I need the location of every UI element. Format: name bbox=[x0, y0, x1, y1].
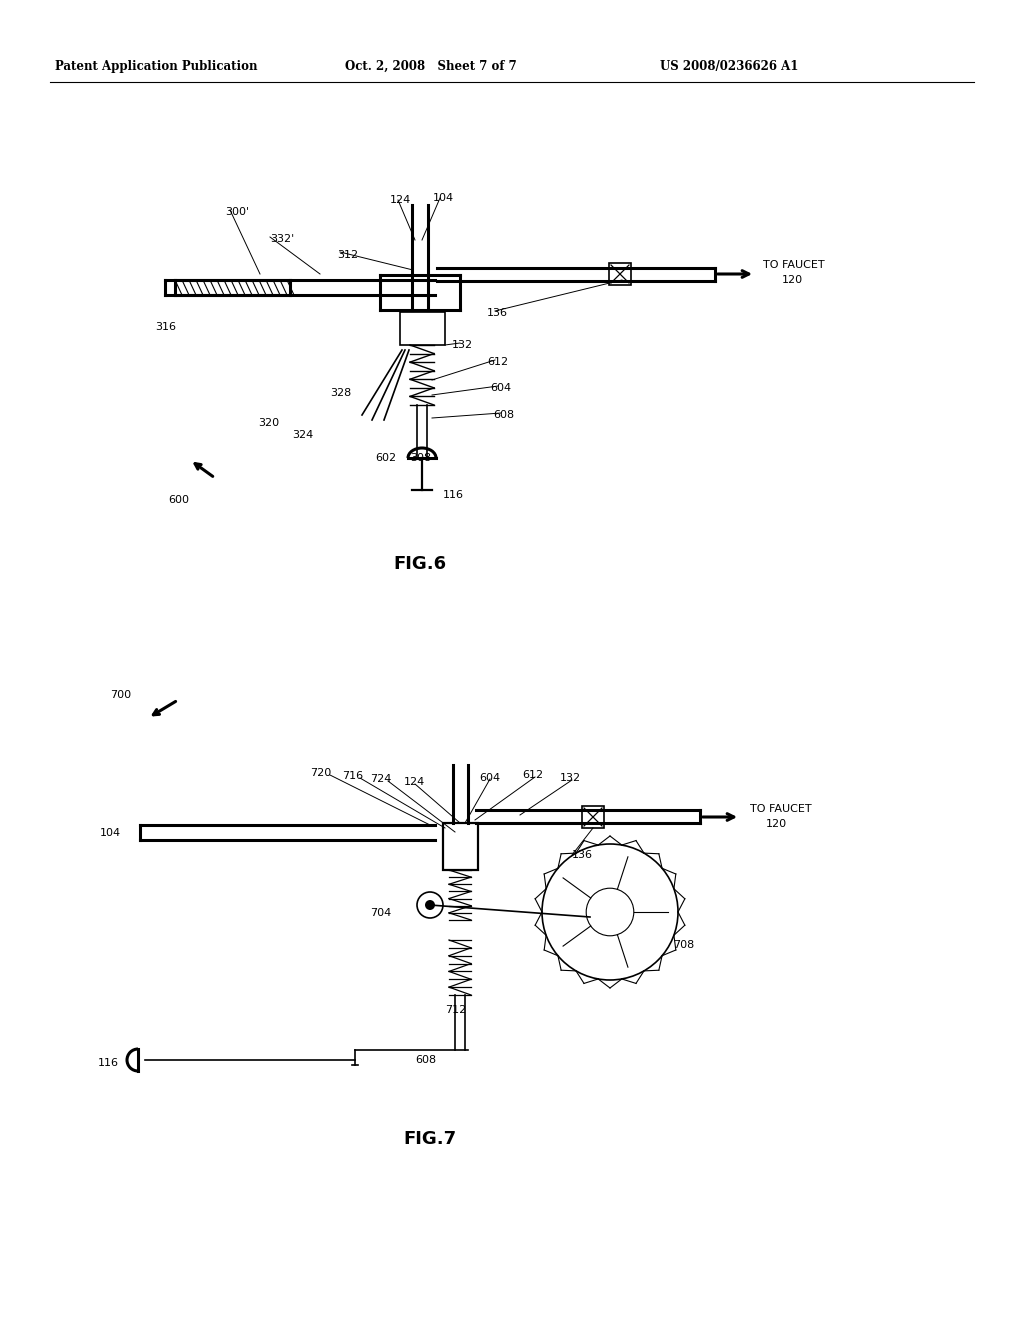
Text: 612: 612 bbox=[487, 356, 508, 367]
Text: US 2008/0236626 A1: US 2008/0236626 A1 bbox=[660, 59, 799, 73]
Circle shape bbox=[425, 900, 435, 909]
Text: TO FAUCET: TO FAUCET bbox=[763, 260, 824, 271]
Text: 124: 124 bbox=[390, 195, 412, 205]
Text: 600: 600 bbox=[168, 495, 189, 506]
Text: 712: 712 bbox=[445, 1005, 466, 1015]
Text: Oct. 2, 2008   Sheet 7 of 7: Oct. 2, 2008 Sheet 7 of 7 bbox=[345, 59, 517, 73]
Text: 116: 116 bbox=[443, 490, 464, 500]
Text: 116: 116 bbox=[98, 1059, 119, 1068]
Text: 602: 602 bbox=[375, 453, 396, 463]
Text: 700: 700 bbox=[110, 690, 131, 700]
Text: 120: 120 bbox=[766, 818, 787, 829]
Text: 608: 608 bbox=[493, 411, 514, 420]
Text: 716: 716 bbox=[342, 771, 364, 781]
Text: 320: 320 bbox=[258, 418, 280, 428]
Text: 104: 104 bbox=[433, 193, 454, 203]
Text: 120: 120 bbox=[782, 275, 803, 285]
Text: 328: 328 bbox=[330, 388, 351, 399]
Bar bbox=[400, 312, 445, 345]
Text: FIG.6: FIG.6 bbox=[393, 554, 446, 573]
Text: 312: 312 bbox=[337, 249, 358, 260]
Text: 308: 308 bbox=[410, 453, 431, 463]
Text: 124: 124 bbox=[404, 777, 425, 787]
Text: 604: 604 bbox=[479, 774, 500, 783]
Text: 132: 132 bbox=[452, 341, 473, 350]
Text: 324: 324 bbox=[292, 430, 313, 440]
Text: FIG.7: FIG.7 bbox=[403, 1130, 457, 1148]
Text: 136: 136 bbox=[572, 850, 593, 861]
Text: 724: 724 bbox=[370, 774, 391, 784]
Text: 720: 720 bbox=[310, 768, 331, 777]
Text: Patent Application Publication: Patent Application Publication bbox=[55, 59, 257, 73]
Text: 604: 604 bbox=[490, 383, 511, 393]
Text: 104: 104 bbox=[100, 828, 121, 838]
Text: 136: 136 bbox=[487, 308, 508, 318]
Text: TO FAUCET: TO FAUCET bbox=[750, 804, 812, 814]
Text: 708: 708 bbox=[673, 940, 694, 950]
Text: 608: 608 bbox=[415, 1055, 436, 1065]
Bar bbox=[443, 822, 478, 870]
Text: 612: 612 bbox=[522, 770, 543, 780]
Text: 300': 300' bbox=[225, 207, 249, 216]
Text: 704: 704 bbox=[370, 908, 391, 917]
Text: 316: 316 bbox=[155, 322, 176, 333]
Text: 332': 332' bbox=[270, 234, 294, 244]
Text: 132: 132 bbox=[560, 774, 582, 783]
Bar bbox=[582, 807, 604, 828]
Bar bbox=[609, 263, 631, 285]
